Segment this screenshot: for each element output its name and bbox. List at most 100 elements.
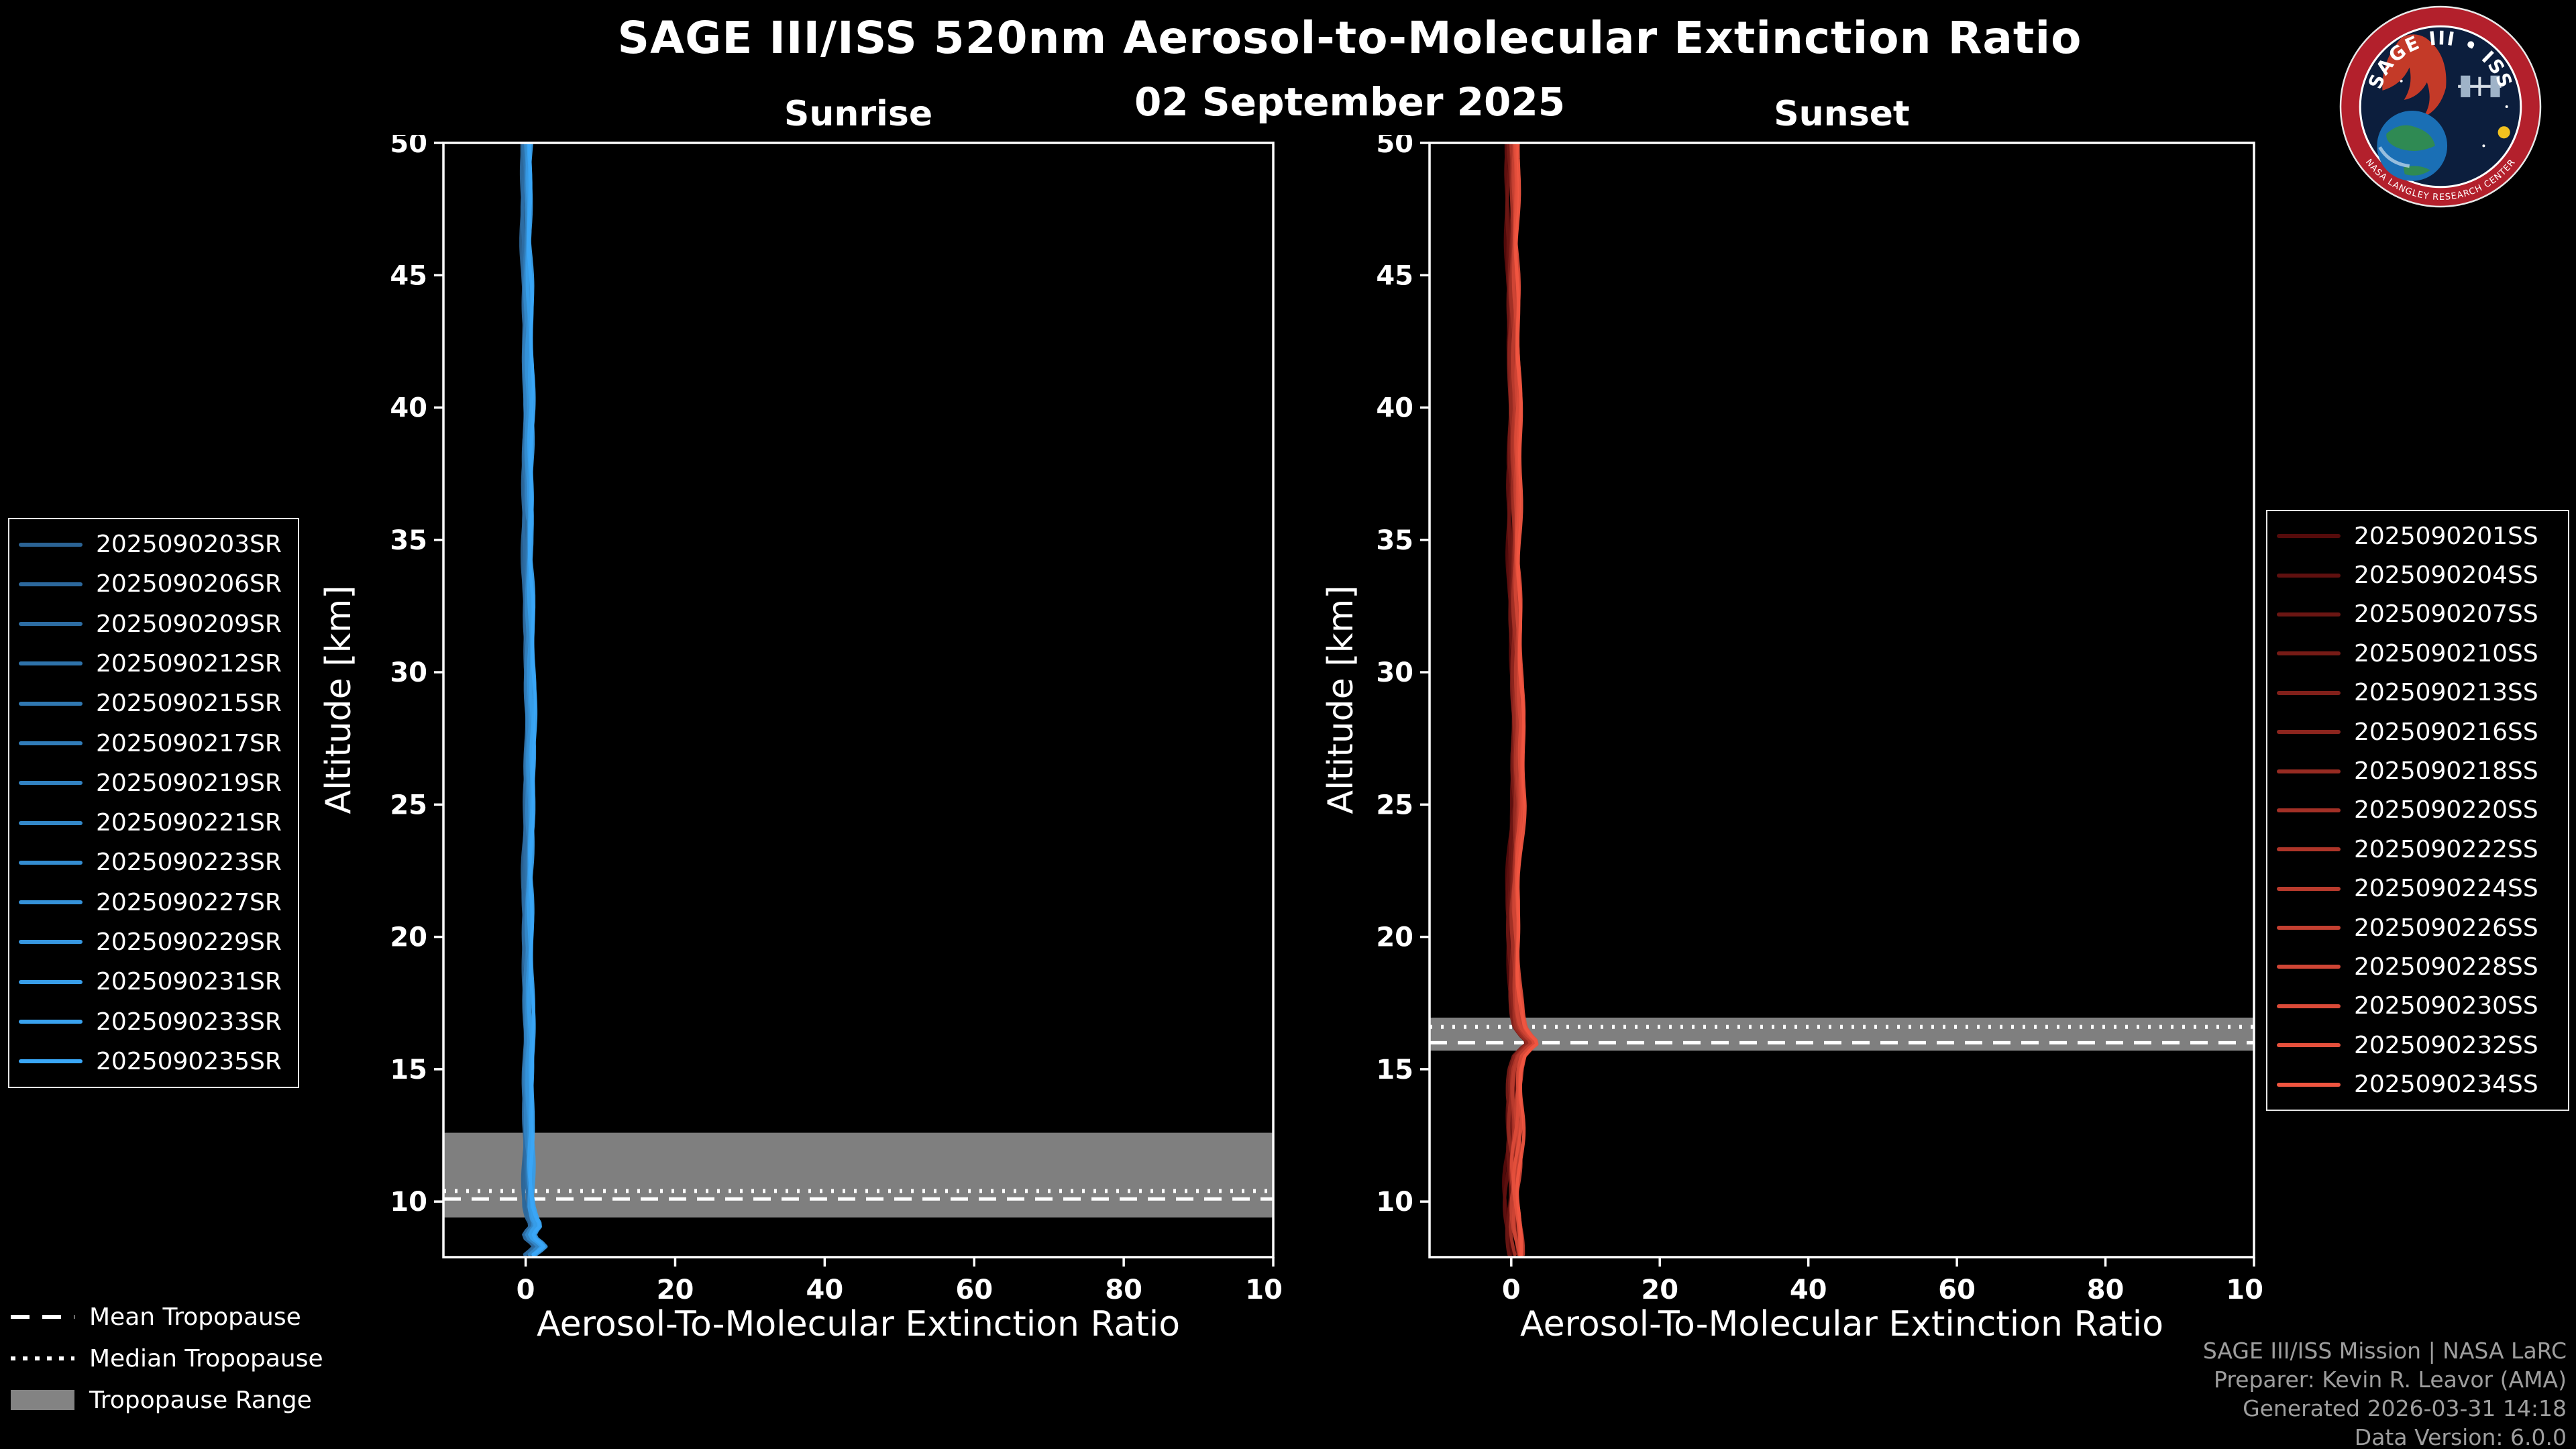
y-tick-label: 45: [390, 260, 427, 291]
page-subtitle: 02 September 2025: [1134, 79, 1566, 125]
y-tick-label: 30: [1376, 657, 1413, 688]
sunset-x-axis-label: Aerosol-To-Molecular Extinction Ratio: [1519, 1304, 2164, 1344]
sunset-legend: 2025090201SS 2025090204SS 2025090207SS 2025…: [2266, 510, 2569, 1111]
legend-line-swatch: [19, 661, 83, 666]
legend-label: 2025090217SR: [96, 729, 282, 757]
legend-item: 2025090221SR: [19, 809, 288, 837]
mean-tropopause-legend-item: Mean Tropopause: [11, 1298, 323, 1336]
legend-label: 2025090230SS: [2354, 992, 2538, 1020]
legend-item: 2025090233SR: [19, 1008, 288, 1036]
axes-frame: [1428, 142, 2255, 1258]
legend-line-swatch: [19, 741, 83, 746]
legend-line-swatch: [19, 900, 83, 905]
legend-item: 2025090207SS: [2277, 600, 2559, 628]
x-tick-label: 100: [1245, 1275, 1283, 1305]
legend-label: 2025090210SS: [2354, 639, 2538, 667]
legend-item: 2025090226SS: [2277, 914, 2559, 942]
legend-label: 2025090222SS: [2354, 835, 2538, 863]
legend-line-swatch: [2277, 651, 2341, 656]
legend-line-swatch: [2277, 847, 2341, 852]
legend-line-swatch: [2277, 926, 2341, 930]
legend-line-swatch: [2277, 1082, 2341, 1087]
sunset-panel-title: Sunset: [1774, 94, 1910, 134]
legend-label: 2025090203SR: [96, 531, 282, 559]
y-tick-label: 25: [1376, 790, 1413, 820]
sunrise-legend: 2025090203SR 2025090206SR 2025090209SR 2025…: [8, 518, 299, 1088]
legend-label: 2025090233SR: [96, 1008, 282, 1036]
tropopause-range-label: Tropopause Range: [89, 1386, 312, 1414]
x-tick-label: 0: [1502, 1275, 1521, 1305]
legend-line-swatch: [19, 979, 83, 984]
x-tick-label: 60: [955, 1275, 993, 1305]
credits-block: SAGE III/ISS Mission | NASA LaRC Prepare…: [2203, 1336, 2567, 1449]
earth-illustration: [2377, 111, 2448, 181]
legend-label: 2025090212SR: [96, 649, 282, 678]
sunset-plot: 0 20 40 60 80 100 10 15 20 25 30 35 40 45 50: [1376, 135, 2264, 1305]
legend-line-swatch: [2277, 690, 2341, 695]
legend-item: 2025090217SR: [19, 730, 288, 757]
legend-line-swatch: [2277, 612, 2341, 616]
legend-item: 2025090206SR: [19, 570, 288, 598]
legend-item: 2025090223SR: [19, 849, 288, 876]
y-tick-label: 10: [1376, 1187, 1413, 1218]
legend-label: 2025090220SS: [2354, 796, 2538, 824]
x-tick-label: 80: [2087, 1275, 2125, 1305]
legend-line-swatch: [19, 781, 83, 786]
legend-line-swatch: [19, 940, 83, 945]
legend-line-swatch: [2277, 808, 2341, 812]
x-tick-label: 60: [1938, 1275, 1976, 1305]
dashed-line-swatch: [11, 1315, 74, 1319]
y-tick-label: 15: [1376, 1055, 1413, 1085]
y-tick-label: 45: [1376, 260, 1413, 291]
legend-line-swatch: [2277, 1043, 2341, 1048]
mission-credit-line: SAGE III/ISS Mission | NASA LaRC: [2202, 1338, 2567, 1364]
profile-line-2025090235SR: [527, 143, 545, 1256]
legend-label: 2025090232SS: [2354, 1031, 2538, 1059]
legend-label: 2025090223SR: [96, 849, 282, 877]
sage-iii-iss-logo: SAGE III • ISS NASA LANGLEY RESEARCH CEN…: [2339, 5, 2542, 208]
legend-item: 2025090230SS: [2277, 992, 2559, 1020]
aurora-figure-illustration: [2382, 34, 2447, 118]
axes-frame: [442, 142, 1275, 1258]
legend-line-swatch: [2277, 886, 2341, 891]
legend-item: 2025090213SS: [2277, 679, 2559, 706]
legend-label: 2025090228SS: [2354, 953, 2538, 981]
legend-item: 2025090219SR: [19, 769, 288, 797]
gray-band-swatch: [11, 1390, 74, 1410]
legend-line-swatch: [19, 542, 83, 547]
legend-item: 2025090232SS: [2277, 1032, 2559, 1059]
legend-line-swatch: [19, 1020, 83, 1024]
legend-line-swatch: [2277, 730, 2341, 735]
legend-item: 2025090220SS: [2277, 796, 2559, 824]
legend-item: 2025090234SS: [2277, 1071, 2559, 1098]
legend-label: 2025090234SS: [2354, 1071, 2538, 1099]
legend-line-swatch: [2277, 769, 2341, 773]
preparer-credit-line: Preparer: Kevin R. Leavor (AMA): [2214, 1366, 2567, 1393]
legend-item: 2025090228SS: [2277, 953, 2559, 981]
logo-outer-edge: [2339, 5, 2542, 208]
legend-line-swatch: [19, 860, 83, 865]
y-tick-label: 20: [390, 922, 427, 953]
y-tick-label: 40: [390, 393, 427, 424]
x-tick-label: 20: [657, 1275, 694, 1305]
x-tick-label: 100: [2226, 1275, 2264, 1305]
tropopause-range-legend-item: Tropopause Range: [11, 1381, 323, 1419]
iss-illustration: [2458, 75, 2502, 97]
tropopause-range-band: [1430, 1017, 2254, 1051]
generated-timestamp-line: Generated 2026-03-31 14:18: [2243, 1395, 2567, 1421]
legend-item: 2025090235SR: [19, 1048, 288, 1075]
legend-label: 2025090215SR: [96, 690, 282, 718]
legend-item: 2025090212SR: [19, 650, 288, 678]
x-tick-label: 80: [1105, 1275, 1142, 1305]
legend-line-swatch: [2277, 1004, 2341, 1008]
legend-item: 2025090222SS: [2277, 836, 2559, 863]
x-tick-label: 20: [1641, 1275, 1678, 1305]
y-tick-label: 50: [1376, 135, 1413, 159]
legend-line-swatch: [2277, 965, 2341, 969]
legend-label: 2025090221SR: [96, 809, 282, 837]
legend-label: 2025090218SS: [2354, 757, 2538, 786]
median-tropopause-label: Median Tropopause: [89, 1344, 323, 1373]
sun-icon: [2498, 126, 2510, 139]
legend-line-swatch: [19, 701, 83, 706]
median-tropopause-legend-item: Median Tropopause: [11, 1340, 323, 1377]
